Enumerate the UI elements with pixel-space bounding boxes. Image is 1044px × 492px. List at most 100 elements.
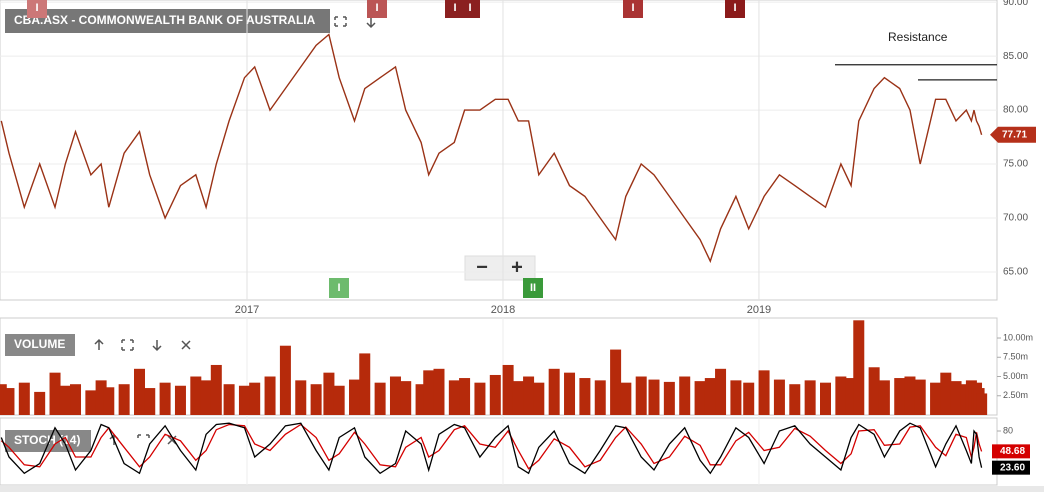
event-marker[interactable] [27,0,47,18]
volume-bar [95,380,107,415]
x-tick-label: 2018 [491,304,515,316]
volume-bar [835,376,847,415]
event-label: I [733,2,736,14]
event-label: I [375,2,378,14]
volume-bar [804,380,816,415]
volume-bar [610,349,622,415]
y-tick-label: 75.00 [1003,159,1028,170]
volume-bar [845,378,857,415]
price-line [0,33,983,264]
zoom-button[interactable]: − [476,256,488,278]
last-price-label: 77.71 [1002,129,1027,140]
volume-bar [459,378,471,415]
volume-bar [820,382,832,415]
volume-bar [579,378,591,415]
volume-bar [940,372,952,415]
volume-bar [433,368,445,415]
y-tick-label: 65.00 [1003,267,1028,278]
price-frame [0,0,998,301]
volume-bar [930,382,942,415]
volume-bar [878,380,890,415]
volume-bar [502,364,514,415]
event-label: I [631,2,634,14]
volume-bar [264,376,276,415]
volume-bar [904,376,916,415]
y-tick-label: 85.00 [1003,51,1028,62]
volume-bar [976,393,988,415]
volume-title: VOLUME [14,337,65,351]
volume-icons[interactable] [94,338,191,352]
volume-bar [190,376,202,415]
volume-bar [85,390,97,415]
event-marker[interactable] [367,0,387,18]
volume-bar [238,385,250,415]
annotation: Resistance [888,30,948,44]
volume-bar [210,364,222,415]
stoch-title: STOCH (14) [14,433,80,447]
volume-bar [635,376,647,415]
volume-bar [743,382,755,415]
zoom-button[interactable]: + [511,256,523,278]
volume-bar [620,382,632,415]
chart-title: CBA.ASX - COMMONWEALTH BANK OF AUSTRALIA [14,13,316,27]
volume-bar [489,374,501,415]
y-tick-label: 5.00m [1003,371,1028,381]
volume-bar [533,382,545,415]
volume-bar [730,380,742,415]
volume-bar [374,382,386,415]
volume-bar [704,378,716,415]
event-marker[interactable] [623,0,643,18]
volume-bar [415,384,427,415]
volume-bar [310,384,322,415]
stoch-line [0,422,983,475]
volume-bar [400,381,412,415]
volume-bar [144,388,156,415]
event-marker[interactable] [725,0,745,18]
volume-bar [594,380,606,415]
volume-bar [758,370,770,415]
volume-bar [548,368,560,415]
y-tick-label: 7.50m [1003,352,1028,362]
volume-bar [174,385,186,415]
volume-bar [18,382,30,415]
top-icons[interactable] [334,16,376,29]
volume-bar [59,385,71,415]
volume-bar [70,384,82,415]
x-tick-label: 2017 [235,304,259,316]
volume-bar [564,372,576,415]
volume-bar [159,382,171,415]
zoom-controls [464,255,536,281]
event-label: I [468,2,471,14]
volume-title-box [5,334,75,356]
event-label: I [35,2,38,14]
stoch-label: 23.60 [1000,462,1025,473]
event-label: I [453,2,456,14]
event-marker[interactable] [460,0,480,18]
volume-bar [349,379,361,415]
volume-bar [715,368,727,415]
y-tick-label: 10.00m [1003,332,1033,342]
volume-bar [868,367,880,415]
volume-bar [333,385,345,415]
volume-bar [359,353,371,415]
y-tick-label: 90.00 [1003,0,1028,8]
volume-bar [789,384,801,415]
y-tick-label: 2.50m [1003,390,1028,400]
volume-bar [523,376,535,415]
volume-bar [295,380,307,415]
volume-bar [389,376,401,415]
volume-bar [49,372,61,415]
volume-bar [512,381,524,415]
last-price-tag [990,126,1036,143]
event-marker[interactable] [329,278,349,298]
volume-bar [773,379,785,415]
volume-bar [679,376,691,415]
volume-bar [249,382,261,415]
title-box [5,9,330,33]
event-marker[interactable] [523,278,543,298]
volume-bar [648,379,660,415]
volume-bar [279,345,291,415]
volume-bar [223,384,235,415]
volume-bar [663,381,675,415]
volume-bar [200,380,212,415]
